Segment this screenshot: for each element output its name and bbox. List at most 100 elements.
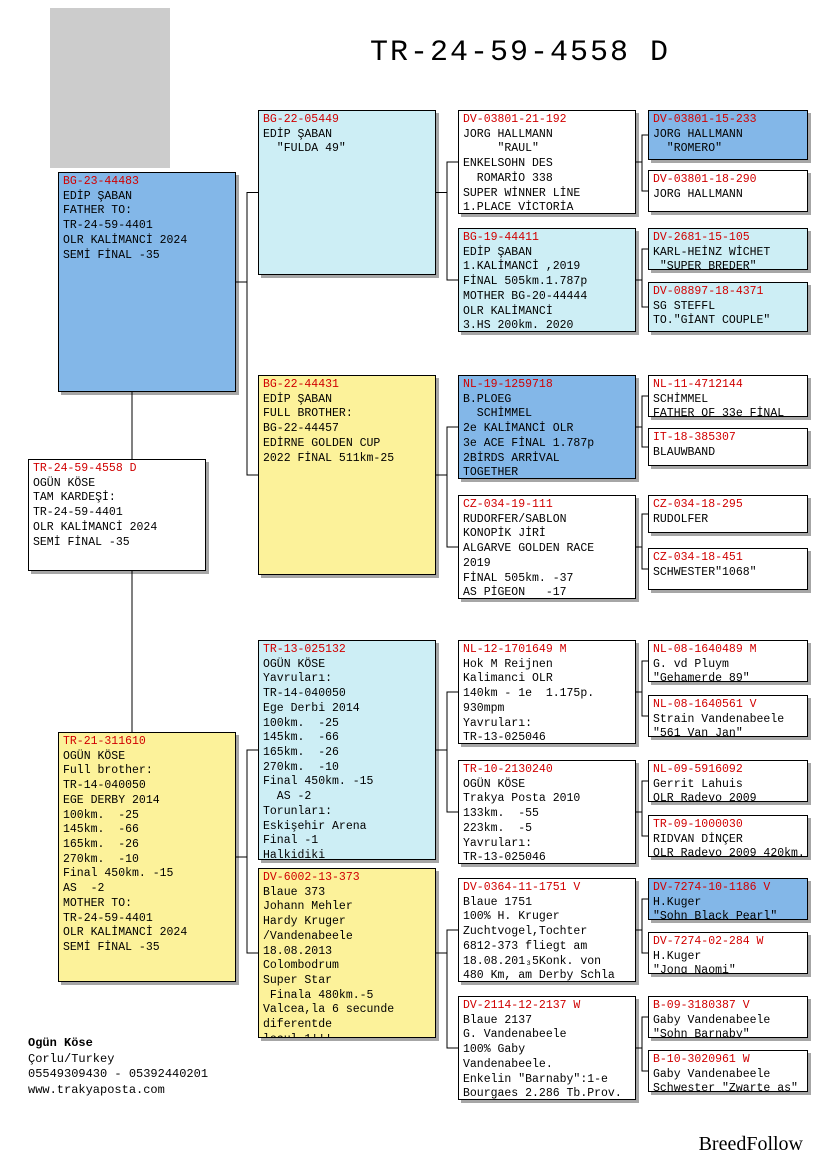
card-body: OGÜN KÖSE Yavruları: TR-14-040050 Ege De… [263, 658, 431, 860]
ring-number: BG-22-44431 [263, 378, 431, 393]
ring-number: DV-03801-21-192 [463, 113, 631, 128]
ring-number: NL-12-1701649 M [463, 643, 631, 658]
ring-number: DV-7274-02-284 W [653, 935, 803, 950]
pedigree-card: IT-18-385307BLAUWBAND [648, 428, 808, 466]
ring-number: NL-08-1640561 V [653, 698, 803, 713]
ring-number: TR-10-2130240 [463, 763, 631, 778]
pedigree-card: B-09-3180387 VGaby Vandenabeele "Sohn Ba… [648, 996, 808, 1038]
page-title: TR-24-59-4558 D [370, 36, 670, 70]
card-body: Blaue 373 Johann Mehler Hardy Kruger /Va… [263, 886, 431, 1038]
pedigree-card: B-10-3020961 WGaby Vandenabeele Schweste… [648, 1050, 808, 1092]
ring-number: DV-2114-12-2137 W [463, 999, 631, 1014]
pedigree-card: TR-09-1000030RIDVAN DİNÇER OLR Radevo 20… [648, 815, 808, 857]
card-body: Hok M Reijnen Kalimanci OLR 140km - 1e 1… [463, 658, 631, 744]
card-body: OGÜN KÖSE Full brother: TR-14-040050 EGE… [63, 750, 231, 956]
pedigree-card: TR-10-2130240OGÜN KÖSE Trakya Posta 2010… [458, 760, 636, 864]
pedigree-card: BG-22-05449EDİP ŞABAN "FULDA 49" [258, 110, 436, 275]
card-body: Strain Vandenabeele "561 Van Jan" [653, 713, 803, 737]
ring-number: CZ-034-18-451 [653, 551, 803, 566]
card-body: Blaue 1751 100% H. Kruger Zuchtvogel,Toc… [463, 896, 631, 982]
owner-web: www.trakyaposta.com [28, 1083, 208, 1099]
card-body: BLAUWBAND [653, 446, 803, 461]
pedigree-card: CZ-034-18-295RUDOLFER [648, 495, 808, 533]
pedigree-card: NL-08-1640561 VStrain Vandenabeele "561 … [648, 695, 808, 737]
pedigree-card: CZ-034-18-451SCHWESTER"1068" [648, 548, 808, 590]
pedigree-card: DV-2681-15-105KARL-HEİNZ WİCHET "SUPER B… [648, 228, 808, 270]
ring-number: CZ-034-19-111 [463, 498, 631, 513]
card-body: RIDVAN DİNÇER OLR Radevo 2009 420km. [653, 833, 803, 857]
pedigree-card: TR-24-59-4558 DOGÜN KÖSE TAM KARDEŞİ: TR… [28, 459, 206, 571]
card-body: OGÜN KÖSE Trakya Posta 2010 133km. -55 2… [463, 778, 631, 864]
card-body: Gerrit Lahuis OLR Radevo 2009 [653, 778, 803, 802]
ring-number: DV-08897-18-4371 [653, 285, 803, 300]
ring-number: B-10-3020961 W [653, 1053, 803, 1068]
pedigree-card: BG-22-44431EDİP ŞABAN FULL BROTHER: BG-2… [258, 375, 436, 575]
pedigree-card: TR-13-025132OGÜN KÖSE Yavruları: TR-14-0… [258, 640, 436, 860]
ring-number: TR-09-1000030 [653, 818, 803, 833]
pedigree-card: CZ-034-19-111RUDORFER/SABLON KONOPİK JİR… [458, 495, 636, 599]
card-body: OGÜN KÖSE TAM KARDEŞİ: TR-24-59-4401 OLR… [33, 477, 201, 551]
pigeon-photo [50, 8, 170, 168]
ring-number: DV-03801-15-233 [653, 113, 803, 128]
card-body: EDİP ŞABAN FULL BROTHER: BG-22-44457 EDİ… [263, 393, 431, 467]
pedigree-card: TR-21-311610OGÜN KÖSE Full brother: TR-1… [58, 732, 236, 982]
card-body: JORG HALLMANN "RAUL" ENKELSOHN DES ROMAR… [463, 128, 631, 214]
card-body: SCHİMMEL FATHER OF 33e FİNAL [653, 393, 803, 417]
pedigree-card: DV-03801-21-192JORG HALLMANN "RAUL" ENKE… [458, 110, 636, 214]
ring-number: IT-18-385307 [653, 431, 803, 446]
pedigree-card: DV-6002-13-373Blaue 373 Johann Mehler Ha… [258, 868, 436, 1038]
pedigree-card: DV-2114-12-2137 WBlaue 2137 G. Vandenabe… [458, 996, 636, 1100]
owner-phone: 05549309430 - 05392440201 [28, 1067, 208, 1083]
card-body: EDİP ŞABAN FATHER TO: TR-24-59-4401 OLR … [63, 190, 231, 264]
pedigree-card: BG-19-44411EDİP ŞABAN 1.KALİMANCİ ,2019 … [458, 228, 636, 332]
pedigree-card: DV-03801-18-290JORG HALLMANN [648, 170, 808, 212]
pedigree-card: BG-23-44483EDİP ŞABAN FATHER TO: TR-24-5… [58, 172, 236, 392]
ring-number: TR-24-59-4558 D [33, 462, 201, 477]
owner-block: Ogün Köse Çorlu/Turkey 05549309430 - 053… [28, 1036, 208, 1098]
card-body: H.Kuger "Jong Naomi" [653, 950, 803, 974]
owner-location: Çorlu/Turkey [28, 1052, 208, 1068]
pedigree-card: DV-03801-15-233JORG HALLMANN "ROMERO" [648, 110, 808, 160]
card-body: G. vd Pluym "Gehamerde 89" [653, 658, 803, 682]
owner-name: Ogün Köse [28, 1036, 208, 1052]
ring-number: TR-21-311610 [63, 735, 231, 750]
card-body: H.Kuger "Sohn Black Pearl" [653, 896, 803, 920]
card-body: SG STEFFL TO."GİANT COUPLE" [653, 300, 803, 329]
ring-number: DV-7274-10-1186 V [653, 881, 803, 896]
pedigree-card: NL-08-1640489 MG. vd Pluym "Gehamerde 89… [648, 640, 808, 682]
card-body: B.PLOEG SCHİMMEL 2e KALİMANCİ OLR 3e ACE… [463, 393, 631, 479]
pedigree-card: DV-08897-18-4371SG STEFFL TO."GİANT COUP… [648, 282, 808, 332]
card-body: Gaby Vandenabeele "Sohn Barnaby" [653, 1014, 803, 1038]
pedigree-card: DV-7274-02-284 WH.Kuger "Jong Naomi" [648, 932, 808, 974]
card-body: KARL-HEİNZ WİCHET "SUPER BREDER" [653, 246, 803, 270]
ring-number: NL-09-5916092 [653, 763, 803, 778]
ring-number: DV-03801-18-290 [653, 173, 803, 188]
ring-number: NL-11-4712144 [653, 378, 803, 393]
pedigree-card: DV-0364-11-1751 VBlaue 1751 100% H. Krug… [458, 878, 636, 982]
ring-number: TR-13-025132 [263, 643, 431, 658]
pedigree-card: NL-19-1259718B.PLOEG SCHİMMEL 2e KALİMAN… [458, 375, 636, 479]
card-body: RUDORFER/SABLON KONOPİK JİRİ ALGARVE GOL… [463, 513, 631, 599]
card-body: JORG HALLMANN [653, 188, 803, 203]
ring-number: DV-2681-15-105 [653, 231, 803, 246]
card-body: Blaue 2137 G. Vandenabeele 100% Gaby Van… [463, 1014, 631, 1100]
card-body: JORG HALLMANN "ROMERO" [653, 128, 803, 157]
pedigree-card: NL-09-5916092Gerrit Lahuis OLR Radevo 20… [648, 760, 808, 802]
ring-number: BG-23-44483 [63, 175, 231, 190]
ring-number: NL-19-1259718 [463, 378, 631, 393]
pedigree-card: NL-11-4712144SCHİMMEL FATHER OF 33e FİNA… [648, 375, 808, 417]
ring-number: BG-22-05449 [263, 113, 431, 128]
pedigree-card: DV-7274-10-1186 VH.Kuger "Sohn Black Pea… [648, 878, 808, 920]
brand-label: BreedFollow [699, 1133, 803, 1156]
pedigree-card: NL-12-1701649 MHok M Reijnen Kalimanci O… [458, 640, 636, 744]
card-body: Gaby Vandenabeele Schwester "Zwarte as" [653, 1068, 803, 1092]
card-body: EDİP ŞABAN "FULDA 49" [263, 128, 431, 157]
ring-number: DV-0364-11-1751 V [463, 881, 631, 896]
card-body: RUDOLFER [653, 513, 803, 528]
ring-number: BG-19-44411 [463, 231, 631, 246]
ring-number: B-09-3180387 V [653, 999, 803, 1014]
ring-number: DV-6002-13-373 [263, 871, 431, 886]
card-body: EDİP ŞABAN 1.KALİMANCİ ,2019 FİNAL 505km… [463, 246, 631, 332]
card-body: SCHWESTER"1068" [653, 566, 803, 581]
ring-number: CZ-034-18-295 [653, 498, 803, 513]
